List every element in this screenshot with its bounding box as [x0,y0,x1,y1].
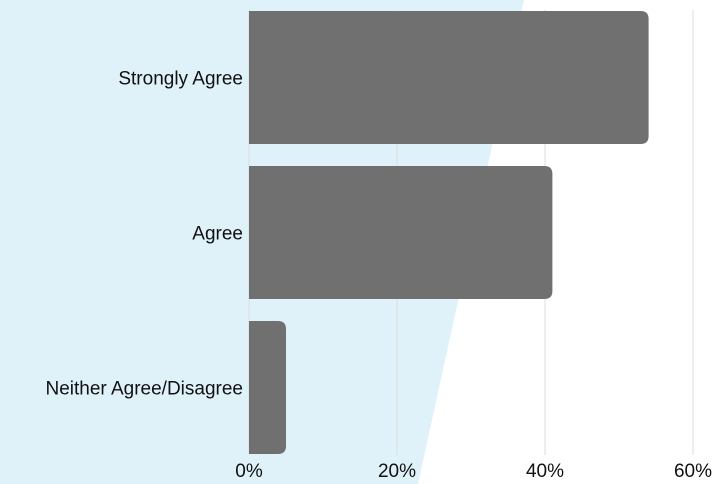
bar-neither-agree-disagree [249,321,286,454]
category-label: Strongly Agree [118,69,243,90]
x-tick-label: 20% [378,461,416,482]
bars [249,11,649,454]
x-tick-label: 40% [526,461,564,482]
category-label: Agree [192,224,243,245]
category-label: Neither Agree/Disagree [46,379,244,400]
category-labels: Strongly Agree Agree Neither Agree/Disagre… [46,69,244,400]
bar-agree [249,166,553,299]
x-tick-label: 60% [674,461,712,482]
x-tick-label: 0% [235,461,263,482]
x-axis-ticks: 0% 20% 40% 60% [235,461,712,482]
bar-strongly-agree [249,11,649,144]
